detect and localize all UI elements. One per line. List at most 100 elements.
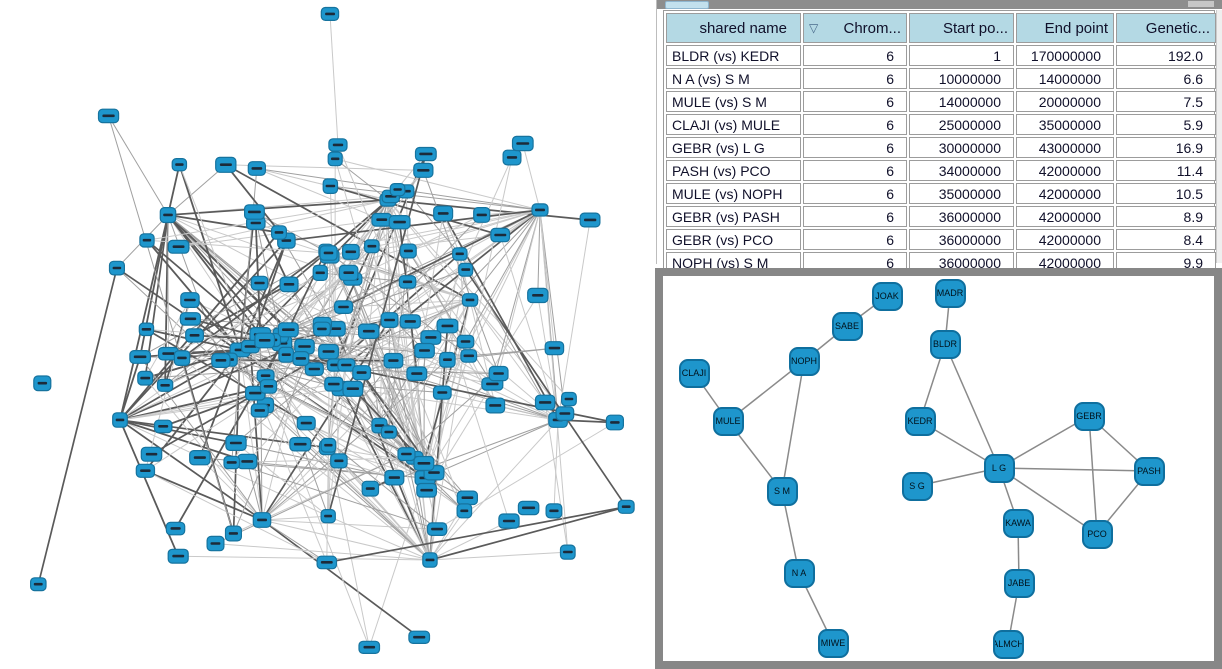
table-cell[interactable]: 6.6 xyxy=(1116,68,1216,89)
network-node-s-g[interactable]: S G xyxy=(901,471,933,501)
network-node-madr[interactable]: MADR xyxy=(934,278,966,308)
table-cell[interactable]: 1 xyxy=(909,45,1014,66)
table-row[interactable]: PASH (vs) PCO 6 34000000 42000000 11.4 xyxy=(666,160,1216,181)
network-edge xyxy=(119,214,169,421)
right-network-canvas[interactable]: JOAK MADR SABE BLDR NOPH CLAJI MULE KEDR GEBR L G… xyxy=(663,276,1214,661)
table-cell[interactable]: GEBR (vs) PCO xyxy=(666,229,801,250)
network-node-miwe[interactable]: MIWE xyxy=(817,628,849,658)
table-cell[interactable]: MULE (vs) NOPH xyxy=(666,183,801,204)
network-edge[interactable] xyxy=(1088,415,1098,535)
network-node-bldr[interactable]: BLDR xyxy=(929,329,961,359)
table-cell[interactable]: PASH (vs) PCO xyxy=(666,160,801,181)
network-node-pash[interactable]: PASH xyxy=(1133,456,1165,486)
network-node-noph[interactable]: NOPH xyxy=(788,346,820,376)
table-cell[interactable]: 42000000 xyxy=(1016,229,1114,250)
table-cell[interactable]: BLDR (vs) KEDR xyxy=(666,45,801,66)
table-cell[interactable]: N A (vs) S M xyxy=(666,68,801,89)
network-node-jabe[interactable]: JABE xyxy=(1003,568,1035,598)
table-row[interactable]: MULE (vs) NOPH 6 35000000 42000000 10.5 xyxy=(666,183,1216,204)
network-edge xyxy=(239,349,328,563)
table-cell[interactable]: 36000000 xyxy=(909,252,1014,273)
table-cell[interactable]: 6 xyxy=(803,45,907,66)
table-cell[interactable]: 6 xyxy=(803,160,907,181)
network-edge[interactable] xyxy=(998,467,1098,535)
table-cell[interactable]: 42000000 xyxy=(1016,160,1114,181)
network-node-n-a[interactable]: N A xyxy=(783,558,815,588)
table-cell[interactable]: CLAJI (vs) MULE xyxy=(666,114,801,135)
panel-divider xyxy=(656,0,657,264)
network-node-sabe[interactable]: SABE xyxy=(831,311,863,341)
network-node-claji[interactable]: CLAJI xyxy=(678,358,710,388)
column-header-chromosome[interactable]: ▽ Chrom... xyxy=(803,13,907,43)
table-cell[interactable]: 35000000 xyxy=(909,183,1014,204)
network-node-s-m[interactable]: S M xyxy=(766,476,798,506)
table-cell[interactable]: 35000000 xyxy=(1016,114,1114,135)
table-cell[interactable]: 7.5 xyxy=(1116,91,1216,112)
table-cell[interactable]: 30000000 xyxy=(909,137,1014,158)
table-cell[interactable]: 6 xyxy=(803,137,907,158)
network-edge xyxy=(350,170,424,253)
table-cell[interactable]: MULE (vs) S M xyxy=(666,91,801,112)
network-node-label xyxy=(172,554,185,558)
table-cell[interactable]: 5.9 xyxy=(1116,114,1216,135)
table-cell[interactable]: 8.4 xyxy=(1116,229,1216,250)
network-edge[interactable] xyxy=(944,343,1000,469)
table-cell[interactable]: 20000000 xyxy=(1016,91,1114,112)
left-network-panel[interactable] xyxy=(0,0,656,669)
table-cell[interactable]: 42000000 xyxy=(1016,206,1114,227)
network-node-joak[interactable]: JOAK xyxy=(871,281,903,311)
table-row[interactable]: MULE (vs) S M 6 14000000 20000000 7.5 xyxy=(666,91,1216,112)
scrollbar-thumb[interactable] xyxy=(665,1,709,9)
table-cell[interactable]: NOPH (vs) S M xyxy=(666,252,801,273)
table-cell[interactable]: 6 xyxy=(803,114,907,135)
column-header-start-point[interactable]: Start po... xyxy=(909,13,1014,43)
filter-icon[interactable]: ▽ xyxy=(809,21,819,35)
table-cell[interactable]: 6 xyxy=(803,183,907,204)
table-cell[interactable]: 9.9 xyxy=(1116,252,1216,273)
table-cell[interactable]: 6 xyxy=(803,91,907,112)
network-node-pco[interactable]: PCO xyxy=(1081,519,1113,549)
network-node-kawa[interactable]: KAWA xyxy=(1002,508,1034,538)
table-row[interactable]: GEBR (vs) PASH 6 36000000 42000000 8.9 xyxy=(666,206,1216,227)
table-cell[interactable]: 34000000 xyxy=(909,160,1014,181)
table-cell[interactable]: 42000000 xyxy=(1016,183,1114,204)
network-edge xyxy=(37,267,118,585)
table-row[interactable]: GEBR (vs) L G 6 30000000 43000000 16.9 xyxy=(666,137,1216,158)
table-cell[interactable]: 192.0 xyxy=(1116,45,1216,66)
table-cell[interactable]: 170000000 xyxy=(1016,45,1114,66)
table-cell[interactable]: 8.9 xyxy=(1116,206,1216,227)
table-row[interactable]: NOPH (vs) S M 6 36000000 42000000 9.9 xyxy=(666,252,1216,273)
table-cell[interactable]: GEBR (vs) L G xyxy=(666,137,801,158)
network-node-gebr[interactable]: GEBR xyxy=(1073,401,1105,431)
table-vertical-scrollbar-track[interactable] xyxy=(1216,10,1222,263)
table-cell[interactable]: 6 xyxy=(803,206,907,227)
table-cell[interactable]: 10.5 xyxy=(1116,183,1216,204)
table-row[interactable]: N A (vs) S M 6 10000000 14000000 6.6 xyxy=(666,68,1216,89)
table-cell[interactable]: 11.4 xyxy=(1116,160,1216,181)
table-cell[interactable]: 14000000 xyxy=(1016,68,1114,89)
table-cell[interactable]: GEBR (vs) PASH xyxy=(666,206,801,227)
column-header-shared-name[interactable]: shared name xyxy=(666,13,801,43)
table-cell[interactable]: 6 xyxy=(803,68,907,89)
table-cell[interactable]: 36000000 xyxy=(909,229,1014,250)
table-cell[interactable]: 43000000 xyxy=(1016,137,1114,158)
column-header-genetic[interactable]: Genetic... xyxy=(1116,13,1216,43)
table-row[interactable]: GEBR (vs) PCO 6 36000000 42000000 8.4 xyxy=(666,229,1216,250)
network-edge[interactable] xyxy=(998,467,1150,472)
table-cell[interactable]: 25000000 xyxy=(909,114,1014,135)
table-cell[interactable]: 14000000 xyxy=(909,91,1014,112)
network-edge[interactable] xyxy=(781,360,805,492)
network-node-label xyxy=(419,152,433,156)
network-node-mule[interactable]: MULE xyxy=(712,406,744,436)
table-cell[interactable]: 36000000 xyxy=(909,206,1014,227)
column-header-end-point[interactable]: End point xyxy=(1016,13,1114,43)
network-node-l-g[interactable]: L G xyxy=(983,453,1015,483)
table-cell[interactable]: 10000000 xyxy=(909,68,1014,89)
network-edge xyxy=(178,164,241,351)
table-row[interactable]: CLAJI (vs) MULE 6 25000000 35000000 5.9 xyxy=(666,114,1216,135)
table-cell[interactable]: 16.9 xyxy=(1116,137,1216,158)
table-row[interactable]: BLDR (vs) KEDR 6 1 170000000 192.0 xyxy=(666,45,1216,66)
network-node-almch[interactable]: ALMCH xyxy=(992,629,1024,659)
table-cell[interactable]: 6 xyxy=(803,229,907,250)
network-node-kedr[interactable]: KEDR xyxy=(904,406,936,436)
